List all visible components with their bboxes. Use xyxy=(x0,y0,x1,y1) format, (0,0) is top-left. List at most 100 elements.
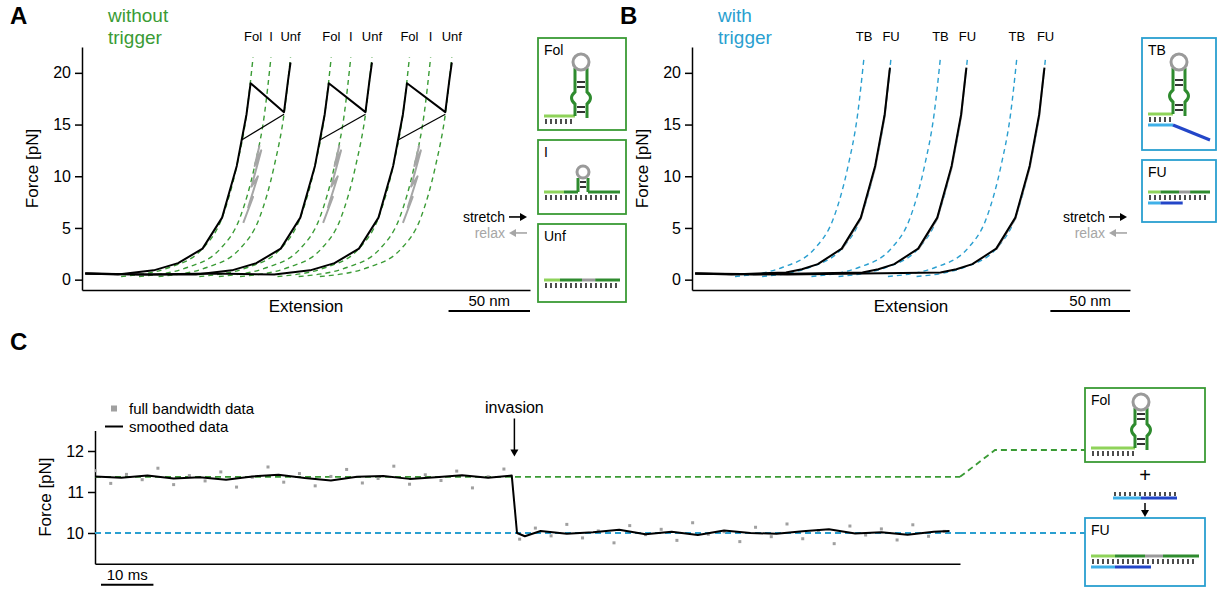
strand xyxy=(1179,191,1190,194)
base-pair xyxy=(1102,451,1103,456)
base-pair xyxy=(595,283,596,288)
curve-label: Unf xyxy=(442,29,463,44)
base-pair xyxy=(1192,559,1193,564)
fit-line xyxy=(888,57,1017,276)
y-tick-label: 15 xyxy=(663,116,681,133)
curve-label: FU xyxy=(959,29,976,44)
y-axis: 05101520 xyxy=(663,48,692,291)
base-pair xyxy=(1127,451,1128,456)
inset-frame xyxy=(1142,38,1216,150)
trace-line xyxy=(918,70,966,250)
y-tick-label: 10 xyxy=(66,525,84,542)
strand xyxy=(1115,555,1145,558)
base-pair xyxy=(570,195,571,200)
base-pair xyxy=(1137,413,1145,415)
legend: full bandwidth datasmoothed data xyxy=(105,400,255,435)
strand xyxy=(1148,124,1173,127)
base-pair xyxy=(1132,451,1133,456)
x-axis xyxy=(83,290,531,291)
reaction-arrow xyxy=(1144,503,1146,510)
panel-letter: A xyxy=(10,2,27,29)
arrow-head xyxy=(1109,229,1116,237)
panel-letter: B xyxy=(620,2,637,29)
arrow-head xyxy=(520,213,527,221)
legend-label: relax xyxy=(475,225,505,241)
trace-line xyxy=(85,63,290,275)
y-tick: 20 xyxy=(53,64,82,81)
data-point xyxy=(786,522,789,525)
title-line: trigger xyxy=(718,27,773,48)
y-tick: 11 xyxy=(67,484,95,501)
trace-line xyxy=(996,70,1044,250)
inset: Fol xyxy=(538,38,626,130)
curve-label: Fol xyxy=(244,29,262,44)
curve-label: I xyxy=(269,29,273,44)
inset-frame xyxy=(538,140,626,214)
base-pair xyxy=(1122,559,1123,564)
x-axis xyxy=(96,564,961,565)
base-pair xyxy=(1175,104,1183,106)
base-pair xyxy=(1194,195,1195,200)
y-tick-label: 10 xyxy=(663,168,681,185)
base-pair xyxy=(1169,117,1170,122)
data-point xyxy=(109,482,112,485)
data-point xyxy=(691,521,694,524)
strand xyxy=(544,191,564,194)
fit-line xyxy=(917,57,1046,276)
trace-line xyxy=(695,68,966,275)
data-point xyxy=(471,486,474,489)
base-pair xyxy=(550,283,551,288)
strand xyxy=(1170,68,1174,114)
inset: FU xyxy=(1142,160,1216,222)
data-point xyxy=(219,470,222,473)
base-pair xyxy=(1189,195,1190,200)
trace-line xyxy=(323,145,341,223)
data-point xyxy=(738,540,741,543)
strand xyxy=(1132,408,1136,448)
data-point xyxy=(377,477,380,480)
base-pair xyxy=(1137,438,1145,440)
plot-area xyxy=(695,57,1045,276)
data-point xyxy=(896,538,899,541)
y-tick-mark xyxy=(685,279,692,281)
base-pair xyxy=(1112,559,1113,564)
strand xyxy=(1148,191,1161,194)
y-tick: 0 xyxy=(62,271,82,288)
curve-label: I xyxy=(429,29,433,44)
base-pair xyxy=(1137,559,1138,564)
y-tick-mark xyxy=(88,451,95,453)
base-pair xyxy=(610,195,611,200)
scale-bar xyxy=(449,310,530,312)
data-point xyxy=(502,468,505,471)
inset-label: FU xyxy=(1148,164,1167,180)
y-tick: 10 xyxy=(53,168,82,185)
base-pair xyxy=(1134,492,1135,496)
x-axis xyxy=(693,290,1131,291)
inset-label: FU xyxy=(1091,522,1110,538)
legend: stretchrelax xyxy=(1063,209,1127,241)
data-point xyxy=(329,475,332,478)
inset-label: I xyxy=(544,144,548,160)
base-pair xyxy=(575,283,576,288)
title-line: without xyxy=(107,5,169,26)
annotation: invasion xyxy=(485,399,544,416)
strand xyxy=(1115,566,1151,569)
data-point xyxy=(204,479,207,482)
base-pair xyxy=(1159,492,1160,496)
data-point xyxy=(565,523,568,526)
data-point xyxy=(581,536,584,539)
y-tick-label: 5 xyxy=(672,220,681,237)
legend-symbol xyxy=(111,406,117,412)
loop xyxy=(573,54,589,70)
base-pair xyxy=(1152,559,1153,564)
strand xyxy=(1190,191,1210,194)
base-pair xyxy=(1169,492,1170,496)
y-tick: 10 xyxy=(66,525,95,542)
base-pair xyxy=(1119,492,1120,496)
arrow-head xyxy=(1141,510,1149,517)
data-point xyxy=(156,467,159,470)
curve-label: Fol xyxy=(400,29,418,44)
strand xyxy=(544,279,560,282)
base-pair xyxy=(1164,117,1165,122)
base-pair xyxy=(570,283,571,288)
